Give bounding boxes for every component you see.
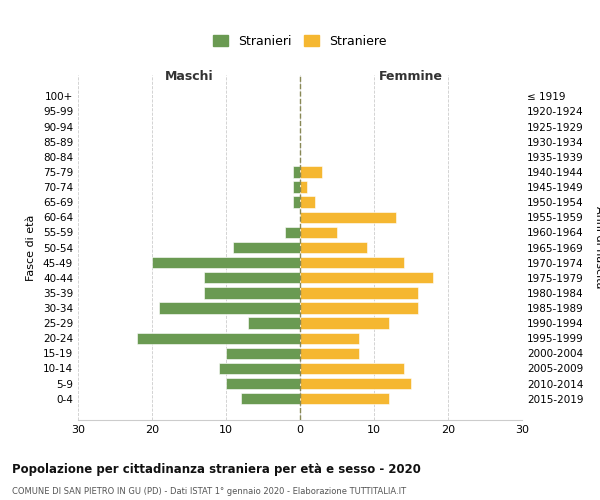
Bar bbox=[226, 378, 300, 389]
Bar bbox=[300, 242, 367, 253]
Bar bbox=[152, 257, 300, 268]
Bar bbox=[293, 182, 300, 192]
Y-axis label: Fasce di età: Fasce di età bbox=[26, 214, 36, 280]
Bar bbox=[300, 196, 315, 208]
Bar bbox=[293, 166, 300, 177]
Bar bbox=[300, 302, 418, 314]
Bar bbox=[285, 226, 300, 238]
Bar bbox=[248, 318, 300, 328]
Bar bbox=[300, 212, 396, 223]
Bar bbox=[300, 182, 307, 192]
Bar bbox=[300, 393, 389, 404]
Bar bbox=[137, 332, 300, 344]
Bar bbox=[204, 272, 300, 283]
Bar bbox=[300, 378, 411, 389]
Bar bbox=[300, 287, 418, 298]
Bar bbox=[300, 272, 433, 283]
Text: Femmine: Femmine bbox=[379, 70, 443, 82]
Bar bbox=[300, 332, 359, 344]
Bar bbox=[241, 393, 300, 404]
Text: Popolazione per cittadinanza straniera per età e sesso - 2020: Popolazione per cittadinanza straniera p… bbox=[12, 462, 421, 475]
Bar bbox=[226, 348, 300, 359]
Bar bbox=[233, 242, 300, 253]
Bar bbox=[300, 363, 404, 374]
Text: COMUNE DI SAN PIETRO IN GU (PD) - Dati ISTAT 1° gennaio 2020 - Elaborazione TUTT: COMUNE DI SAN PIETRO IN GU (PD) - Dati I… bbox=[12, 488, 406, 496]
Bar bbox=[218, 363, 300, 374]
Bar bbox=[300, 166, 322, 177]
Bar bbox=[300, 348, 359, 359]
Text: Maschi: Maschi bbox=[164, 70, 214, 82]
Y-axis label: Anni di nascita: Anni di nascita bbox=[595, 206, 600, 289]
Bar bbox=[300, 318, 389, 328]
Bar bbox=[300, 257, 404, 268]
Legend: Stranieri, Straniere: Stranieri, Straniere bbox=[208, 30, 392, 53]
Bar bbox=[160, 302, 300, 314]
Bar bbox=[300, 226, 337, 238]
Bar bbox=[204, 287, 300, 298]
Bar bbox=[293, 196, 300, 208]
